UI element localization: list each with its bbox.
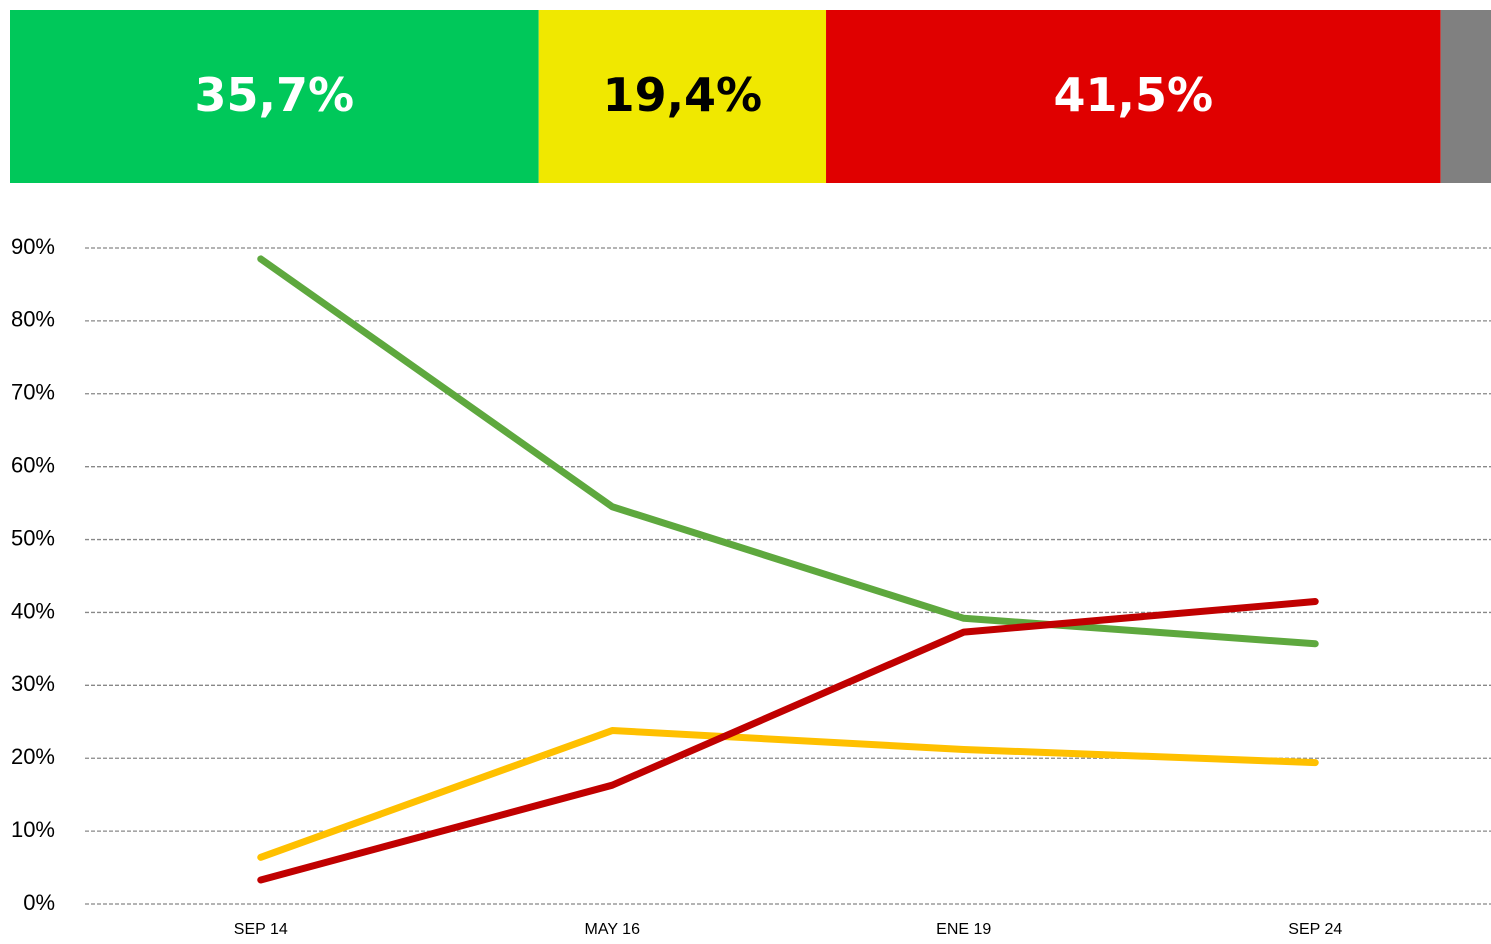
- x-tick-label: SEP 24: [1288, 921, 1342, 938]
- y-tick-label: 20%: [11, 744, 55, 769]
- series-line: [257, 255, 1319, 648]
- y-tick-label: 40%: [11, 598, 55, 623]
- bar-segment: [1440, 10, 1491, 183]
- series-line: [257, 598, 1319, 884]
- bar-segment: [10, 10, 539, 183]
- y-tick-label: 0%: [23, 890, 55, 915]
- segment-label: 35,7%: [195, 68, 355, 122]
- y-tick-label: 70%: [11, 380, 55, 405]
- y-tick-label: 50%: [11, 525, 55, 550]
- bar-segment: [538, 10, 827, 183]
- y-tick-label: 60%: [11, 452, 55, 477]
- y-tick-label: 30%: [11, 671, 55, 696]
- segment-label: 41,5%: [1054, 68, 1214, 122]
- bar-segment: [826, 10, 1441, 183]
- x-tick-label: MAY 16: [585, 921, 641, 938]
- x-tick-label: ENE 19: [936, 921, 991, 938]
- x-tick-label: SEP 14: [234, 921, 288, 938]
- y-tick-label: 90%: [11, 234, 55, 259]
- segment-label: 19,4%: [603, 68, 763, 122]
- y-tick-label: 10%: [11, 817, 55, 842]
- series-line: [257, 727, 1319, 861]
- y-tick-label: 80%: [11, 307, 55, 332]
